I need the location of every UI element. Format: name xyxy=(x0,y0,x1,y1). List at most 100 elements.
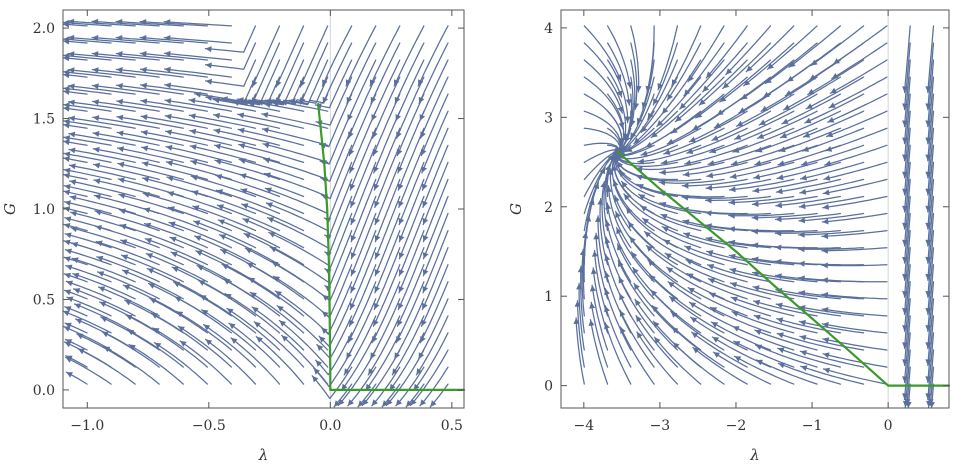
streamline-arrowhead xyxy=(925,120,932,127)
streamline-arrowhead xyxy=(369,79,376,86)
streamline xyxy=(674,76,725,123)
streamline xyxy=(398,161,425,226)
streamline xyxy=(664,252,725,283)
streamline-arrowhead xyxy=(604,220,611,227)
streamline-arrowhead xyxy=(277,305,284,312)
streamline-arrowhead xyxy=(833,58,840,64)
y-axis-title: G xyxy=(507,203,525,215)
streamline-arrowhead xyxy=(372,336,378,343)
streamline-arrowhead xyxy=(418,352,425,359)
streamline xyxy=(265,202,329,232)
streamline-arrowhead xyxy=(807,88,815,95)
streamline-arrowhead xyxy=(591,250,598,257)
streamline xyxy=(169,236,233,266)
streamline xyxy=(606,25,631,89)
streamline xyxy=(774,274,842,283)
streamline xyxy=(143,207,209,232)
streamline-arrowhead xyxy=(799,305,806,311)
streamline xyxy=(140,99,209,112)
streamline-arrowhead xyxy=(616,227,622,235)
streamline-arrowhead xyxy=(926,400,933,408)
streamline-arrowhead xyxy=(350,217,356,225)
streamline-arrowhead xyxy=(659,179,666,186)
streamline-arrowhead xyxy=(628,221,635,229)
streamline-arrowhead xyxy=(123,284,131,291)
streamline-arrowhead xyxy=(198,280,206,286)
streamline xyxy=(903,229,911,298)
streamline-arrowhead xyxy=(619,293,625,301)
streamline xyxy=(68,117,136,129)
streamline xyxy=(372,93,401,157)
streamline-arrowhead xyxy=(191,174,198,181)
streamline xyxy=(398,229,425,294)
streamline-arrowhead xyxy=(126,314,133,321)
streamline xyxy=(606,59,629,124)
streamline-arrowhead xyxy=(322,96,329,104)
streamline-arrowhead xyxy=(635,299,641,306)
y-tick-label: 1.5 xyxy=(33,112,55,128)
streamline-arrowhead xyxy=(64,306,72,312)
streamline-arrowhead xyxy=(619,310,626,317)
streamline xyxy=(92,132,160,146)
streamline xyxy=(903,144,911,213)
streamline-arrowhead xyxy=(64,184,71,190)
streamline-arrowhead xyxy=(396,336,402,343)
streamline-arrowhead xyxy=(64,167,71,174)
streamline xyxy=(704,211,772,216)
streamline-arrowhead xyxy=(374,217,381,225)
streamline-arrowhead xyxy=(349,183,356,191)
streamline-arrowhead xyxy=(777,174,784,181)
streamline xyxy=(91,36,160,44)
streamline-arrowhead xyxy=(902,137,908,144)
streamline xyxy=(68,132,136,146)
streamline-arrowhead xyxy=(93,131,100,137)
streamline-arrowhead xyxy=(822,204,829,210)
streamline-arrowhead xyxy=(349,302,356,310)
streamline-arrowhead xyxy=(683,171,690,178)
streamline xyxy=(179,340,233,385)
streamline-arrowhead xyxy=(925,137,932,144)
streamline xyxy=(616,160,679,181)
streamline-arrowhead xyxy=(902,103,908,110)
streamline xyxy=(347,76,377,139)
streamline-arrowhead xyxy=(728,226,735,233)
streamline-arrowhead xyxy=(217,204,224,210)
streamline-arrowhead xyxy=(672,326,679,334)
streamline xyxy=(251,25,281,88)
streamline-arrowhead xyxy=(220,249,228,255)
streamline xyxy=(199,294,257,334)
streamline-arrowhead xyxy=(64,341,72,348)
streamline xyxy=(222,278,281,317)
streamline-arrowhead xyxy=(190,159,198,166)
streamline xyxy=(575,317,585,385)
streamline xyxy=(371,59,401,122)
streamline-arrowhead xyxy=(799,334,807,341)
streamline xyxy=(637,144,702,163)
streamline-arrowhead xyxy=(315,360,322,367)
streamline-arrowhead xyxy=(826,131,834,138)
streamline-arrowhead xyxy=(347,399,354,406)
streamline-arrowhead xyxy=(382,400,389,407)
streamline-arrowhead xyxy=(699,99,706,106)
streamline-arrowhead xyxy=(822,307,829,313)
streamline xyxy=(213,129,281,146)
streamline-arrowhead xyxy=(241,203,249,209)
streamline-arrowhead xyxy=(144,222,152,229)
streamline-arrowhead xyxy=(273,276,281,282)
streamline xyxy=(903,247,911,315)
streamline-arrowhead xyxy=(268,232,276,238)
streamline xyxy=(72,288,136,317)
streamline-arrowhead xyxy=(66,296,74,303)
streamline-arrowhead xyxy=(823,352,830,359)
streamline xyxy=(821,264,888,267)
streamline xyxy=(345,25,377,87)
streamline-arrowhead xyxy=(752,187,760,194)
streamline xyxy=(636,59,655,126)
streamline-arrowhead xyxy=(780,132,788,139)
streamline xyxy=(590,301,609,368)
streamline-arrowhead xyxy=(205,62,212,69)
streamline xyxy=(681,178,748,187)
streamline xyxy=(415,315,449,376)
streamline-arrowhead xyxy=(117,161,125,168)
streamline xyxy=(668,295,725,334)
